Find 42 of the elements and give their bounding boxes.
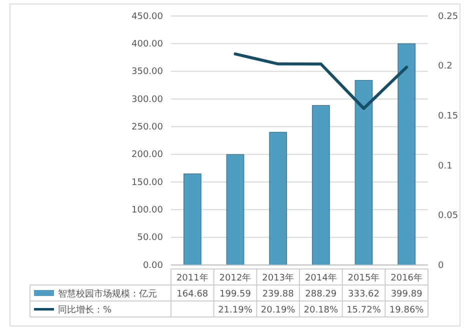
- data-label: 15.72%: [346, 306, 382, 316]
- y-tick-label: 100.00: [132, 206, 164, 216]
- data-label: 164.68: [176, 290, 208, 300]
- y-tick-label: 50.00: [137, 233, 164, 244]
- bar: [269, 132, 288, 266]
- y2-tick-label: 0.25: [438, 12, 458, 22]
- data-label: 288.29: [305, 290, 337, 300]
- y2-tick-label: 0.15: [438, 111, 458, 122]
- y-tick-label: 0.00: [142, 260, 164, 271]
- data-label: 20.19%: [260, 306, 296, 316]
- data-label: 20.18%: [304, 306, 339, 316]
- line-series: [234, 52, 408, 110]
- data-label: 21.19%: [218, 306, 253, 316]
- y-tick-label: 350.00: [132, 67, 164, 78]
- x-tick-label: 2012年: [219, 272, 252, 284]
- y2-tick-label: 0.05: [438, 211, 458, 222]
- data-label: 19.86%: [389, 306, 424, 316]
- x-tick-label: 2011年: [176, 272, 208, 284]
- bar: [354, 80, 373, 266]
- y2-tick-label: 0.1: [438, 161, 452, 172]
- data-label: 399.89: [390, 290, 423, 300]
- y-tick-label: 200.00: [132, 150, 164, 160]
- data-label: 199.59: [220, 290, 252, 300]
- x-tick-label: 2015年: [348, 272, 380, 284]
- data-label: 239.88: [262, 290, 294, 300]
- data-label: 333.62: [348, 290, 380, 300]
- x-tick-label: 2014年: [304, 272, 337, 284]
- y2-tick-label: 0: [438, 260, 444, 271]
- bar: [312, 105, 330, 266]
- y-tick-label: 300.00: [132, 94, 164, 105]
- y-tick-label: 450.00: [132, 12, 164, 22]
- y-tick-label: 150.00: [132, 178, 164, 188]
- bar: [398, 43, 416, 266]
- y2-tick-label: 0.2: [438, 62, 452, 72]
- x-tick-label: 2013年: [262, 272, 294, 284]
- bar: [226, 154, 244, 266]
- x-tick-label: 2016年: [390, 272, 423, 284]
- y-tick-label: 250.00: [132, 122, 164, 133]
- legend-label: 智慧校园市场规模：亿元: [58, 288, 157, 300]
- bar: [183, 173, 202, 266]
- legend-label: 同比增长：%: [58, 304, 112, 316]
- y-tick-label: 400.00: [132, 40, 164, 50]
